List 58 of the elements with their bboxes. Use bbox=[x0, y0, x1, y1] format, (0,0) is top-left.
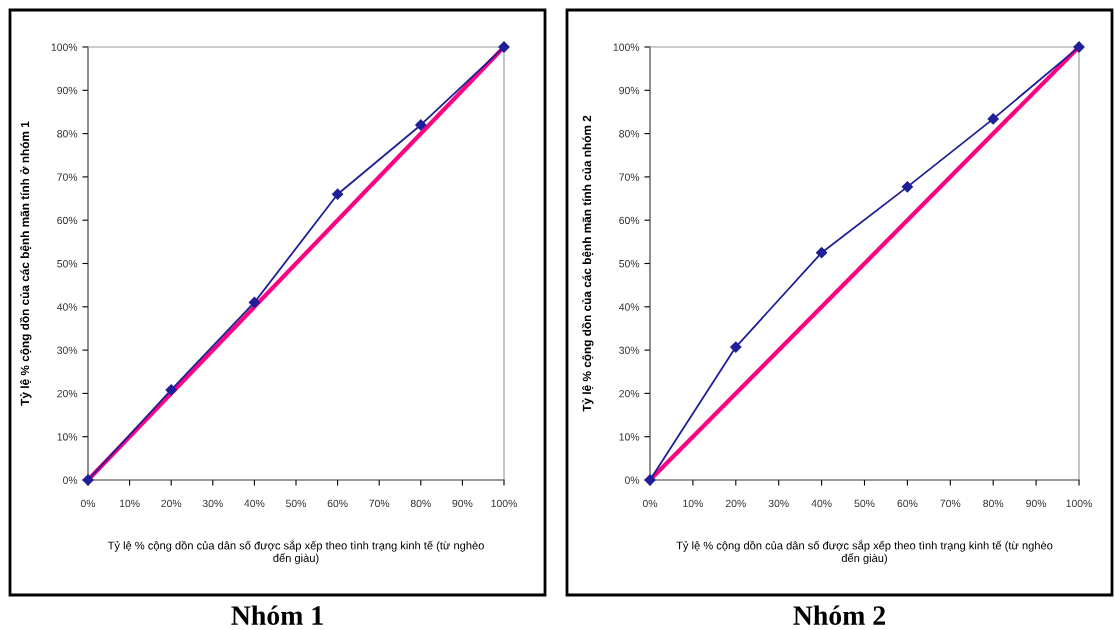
point bbox=[415, 119, 427, 131]
x-tick-label: 70% bbox=[940, 499, 961, 508]
x-axis-title: Tỷ lệ % cộng dồn của dân số được sắp xếp theo tình trạng kinh tế (từ nghèo đến giàu) bbox=[107, 539, 484, 565]
x-tick-label: 20% bbox=[161, 499, 182, 508]
y-tick-label: 30% bbox=[57, 346, 78, 354]
x-tick-label: 70% bbox=[369, 499, 390, 508]
y-tick-label: 10% bbox=[57, 433, 78, 441]
y-tick-label: 40% bbox=[56, 303, 78, 311]
x-tick-label: 90% bbox=[1026, 499, 1047, 508]
x-axis-title: Tỷ lệ % cộng dồn của dân số được sắp xếp theo tình trạng kinh tế (từ nghèo đến giàu) bbox=[676, 539, 1053, 565]
x-tick-label: 30% bbox=[768, 499, 789, 508]
y-tick-label: 40% bbox=[618, 303, 640, 311]
y-tick-label: 50% bbox=[57, 260, 78, 268]
x-tick-label: 20% bbox=[725, 499, 746, 508]
x-tick-label: 40% bbox=[244, 499, 265, 508]
x-tick-label: 60% bbox=[897, 499, 918, 508]
y-tick-label: 80% bbox=[57, 130, 78, 138]
x-tick-label: 60% bbox=[327, 499, 348, 508]
y-tick-label: 100% bbox=[613, 43, 640, 51]
text: Nhóm 2 bbox=[793, 605, 885, 625]
point bbox=[331, 188, 344, 200]
x-tick-label: 80% bbox=[983, 499, 1004, 508]
y-axis-title: Tỷ lệ % cộng dồn của các bệnh mãn tính ở nhóm 1 bbox=[19, 121, 32, 406]
x-tick-label: 100% bbox=[491, 499, 517, 508]
x-tick-label: 40% bbox=[811, 499, 832, 508]
y-tick-label: 0% bbox=[624, 476, 640, 484]
y-tick-label: 90% bbox=[57, 86, 78, 95]
point bbox=[987, 113, 999, 125]
text: Nhóm 1 bbox=[231, 605, 323, 625]
point bbox=[248, 296, 261, 309]
x-tick-label: 30% bbox=[202, 499, 223, 508]
point bbox=[730, 341, 742, 353]
y-tick-label: 70% bbox=[57, 173, 78, 181]
point bbox=[815, 247, 828, 259]
y-tick-label: 70% bbox=[619, 173, 640, 181]
y-tick-label: 10% bbox=[619, 433, 640, 441]
y-tick-label: 30% bbox=[619, 346, 640, 354]
y-tick-label: 20% bbox=[619, 389, 640, 398]
y-tick-label: 80% bbox=[619, 130, 640, 138]
y-tick-label: 50% bbox=[619, 260, 640, 268]
x-tick-label: 90% bbox=[452, 499, 473, 508]
y-tick-label: 60% bbox=[619, 216, 640, 225]
x-tick-label: 10% bbox=[683, 499, 703, 508]
x-tick-label: 100% bbox=[1066, 499, 1092, 508]
y-tick-label: 100% bbox=[51, 43, 78, 51]
x-tick-label: 80% bbox=[410, 499, 431, 508]
y-tick-label: 0% bbox=[62, 476, 78, 484]
x-tick-label: 0% bbox=[642, 499, 658, 508]
y-tick-label: 20% bbox=[57, 389, 78, 398]
point bbox=[901, 181, 914, 193]
x-tick-label: 10% bbox=[119, 499, 140, 508]
y-tick-label: 90% bbox=[619, 86, 640, 95]
point bbox=[165, 384, 177, 396]
y-axis-title: Tỷ lệ % cộng dồn của các bệnh mãn tính của nhóm 2 bbox=[581, 115, 594, 412]
y-tick-label: 60% bbox=[57, 216, 78, 225]
x-tick-label: 0% bbox=[80, 499, 96, 508]
x-tick-label: 50% bbox=[285, 499, 307, 508]
x-tick-label: 50% bbox=[854, 499, 875, 508]
